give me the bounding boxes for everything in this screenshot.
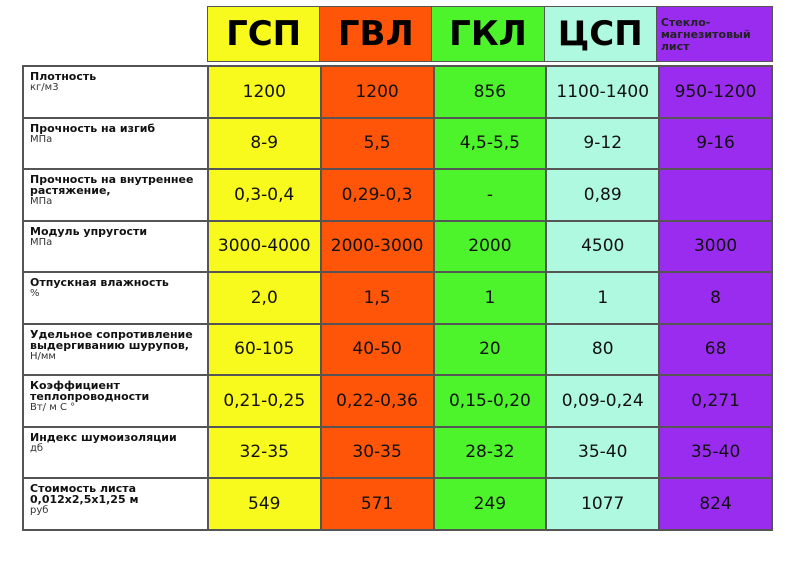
table-row: Стоимость листа 0,012х2,5х1,25 м руб 549 57… [22,477,773,531]
property-name: Удельное сопротивление выдергиванию шуру… [30,327,193,352]
value-cell: 950-1200 [658,65,773,119]
property-unit: МПа [30,196,53,207]
value-cell: 35-40 [658,425,773,479]
property-unit: Н/мм [30,350,56,362]
value-cell: 1200 [319,65,435,119]
column-header: Стекло-магнезитовый лист [656,7,773,61]
row-label: Отпускная влажность% [22,271,209,325]
value-cell: 249 [432,477,548,531]
property-name: Прочность на внутреннее растяжение, [30,173,194,197]
property-name: Отпускная влажность [30,276,169,289]
property-unit: кг/м3 [30,82,59,93]
value-cell: 0,22-0,36 [319,374,435,428]
value-cell: 0,3-0,4 [206,168,322,222]
table-row: Отпускная влажность% 2,0 1,5 1 1 8 [22,271,773,325]
row-label: Удельное сопротивление выдергиванию шуру… [22,322,209,376]
value-cell: 0,89 [545,168,661,222]
value-cell: 571 [319,477,435,531]
value-cell: 0,15-0,20 [432,374,548,428]
property-unit: дб [30,442,44,454]
value-cell: 28-32 [432,425,548,479]
value-cell: 1077 [545,477,661,531]
value-cell: 0,21-0,25 [206,374,322,428]
value-cell: 68 [658,322,773,376]
property-unit: % [30,288,40,299]
property-unit: Вт/ м С ° [30,402,76,413]
value-cell: 1100-1400 [545,65,661,119]
value-cell: 824 [658,477,773,531]
value-cell: 9-12 [545,116,661,170]
value-cell: 549 [206,477,322,531]
row-label: Стоимость листа 0,012х2,5х1,25 м руб [22,477,209,531]
value-cell: 2,0 [206,271,322,325]
table-row: Плотность кг/м3 1200 1200 856 1100-1400 950-12… [22,65,773,119]
column-header: ЦСП [544,7,657,61]
row-label: Прочность на внутреннее растяжение, МПа [22,168,209,222]
value-cell: 35-40 [545,425,661,479]
value-cell: 856 [432,65,548,119]
property-name: Коэффициент теплопроводности [30,379,150,403]
value-cell: 0,09-0,24 [545,374,661,428]
value-cell: - [432,168,548,222]
table-row: Удельное сопротивление выдергиванию шуру… [22,322,773,376]
column-header: ГСП [208,7,321,61]
value-cell: 80 [545,322,661,376]
property-unit: МПа [30,133,53,145]
value-cell: 4500 [545,219,661,273]
value-cell: 0,271 [658,374,773,428]
table-row: Модуль упругости МПа 3000-4000 2000-3000 200… [22,219,773,273]
property-name: Стоимость листа 0,012х2,5х1,25 м [30,482,139,506]
value-cell: 5,5 [319,116,435,170]
row-label: Индекс шумоизоляции дб [22,425,209,479]
table-row: Прочность на изгиб МПа 8-9 5,5 4,5-5,5 9-12 9-… [22,116,773,170]
row-label: Плотность кг/м3 [22,65,209,119]
table-header: ГСП ГВЛ ГКЛ ЦСП Стекло-магнезитовый лист [207,6,773,62]
property-name: Модуль упругости [30,224,148,238]
property-name: Индекс шумоизоляции [30,430,177,444]
value-cell: 1 [432,271,548,325]
value-cell: 1200 [206,65,322,119]
value-cell: 2000 [432,219,548,273]
column-header: ГКЛ [432,7,545,61]
value-cell: 60-105 [206,322,322,376]
value-cell: 3000-4000 [206,219,322,273]
value-cell: 40-50 [319,322,435,376]
value-cell: 8-9 [206,116,322,170]
value-cell: 8 [658,271,773,325]
value-cell: 0,29-0,3 [319,168,435,222]
value-cell: 20 [432,322,548,376]
row-label: Коэффициент теплопроводности Вт/ м С ° [22,374,209,428]
property-name: Плотность [30,70,97,83]
property-unit: руб [30,505,49,516]
value-cell: 1,5 [319,271,435,325]
table-row: Прочность на внутреннее растяжение, МПа 0,… [22,168,773,222]
comparison-table: Плотность кг/м3 1200 1200 856 1100-1400 950-12… [22,65,773,531]
table-row: Индекс шумоизоляции дб 32-35 30-35 28-32 35-4… [22,425,773,479]
value-cell: 32-35 [206,425,322,479]
property-unit: МПа [30,236,53,248]
column-header: ГВЛ [320,7,433,61]
value-cell [658,168,773,222]
value-cell: 2000-3000 [319,219,435,273]
property-name: Прочность на изгиб [30,121,156,135]
row-label: Прочность на изгиб МПа [22,116,209,170]
row-label: Модуль упругости МПа [22,219,209,273]
table-row: Коэффициент теплопроводности Вт/ м С ° 0,2… [22,374,773,428]
value-cell: 1 [545,271,661,325]
value-cell: 9-16 [658,116,773,170]
value-cell: 4,5-5,5 [432,116,548,170]
value-cell: 3000 [658,219,773,273]
value-cell: 30-35 [319,425,435,479]
